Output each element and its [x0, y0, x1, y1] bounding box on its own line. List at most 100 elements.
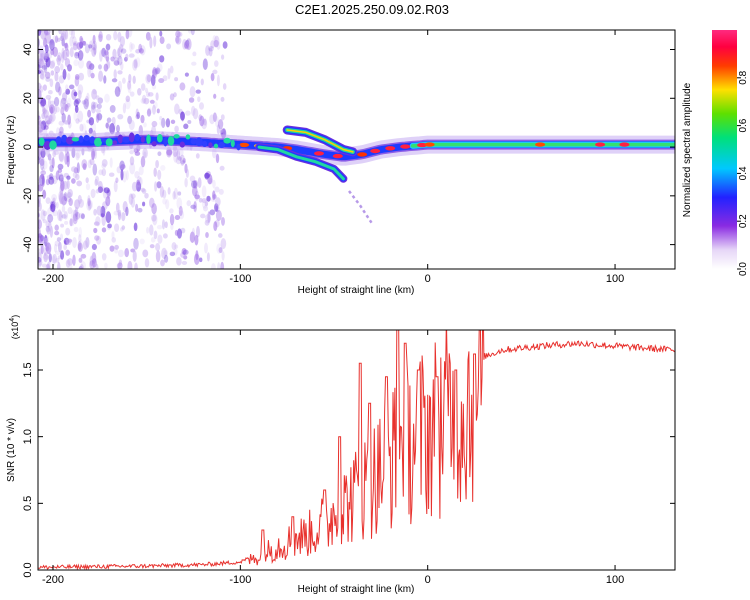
noise-blob — [133, 222, 138, 232]
noise-blob — [188, 97, 195, 103]
noise-blob — [105, 121, 110, 130]
noise-blob — [190, 204, 197, 209]
noise-blob — [151, 120, 158, 128]
ridge-blob — [146, 134, 151, 145]
noise-blob — [109, 245, 115, 252]
noise-blob — [49, 100, 56, 106]
noise-blob — [101, 253, 107, 261]
noise-blob — [187, 119, 192, 125]
noise-blob — [64, 220, 69, 225]
ridge-blob — [208, 142, 213, 148]
noise-blob — [185, 110, 191, 116]
noise-blob — [91, 88, 97, 100]
noise-blob — [117, 209, 122, 217]
noise-blob — [60, 63, 64, 71]
noise-blob — [38, 156, 41, 165]
noise-blob — [54, 250, 61, 255]
noise-blob — [75, 211, 81, 220]
noise-blob — [202, 58, 208, 70]
noise-blob — [64, 58, 71, 68]
noise-blob — [154, 181, 158, 192]
noise-blob — [66, 179, 70, 190]
noise-blob — [45, 76, 51, 82]
noise-blob — [52, 150, 57, 158]
noise-blob — [218, 247, 223, 254]
noise-blob — [41, 166, 45, 173]
noise-blob — [133, 237, 139, 250]
noise-blob — [39, 48, 45, 60]
noise-blob — [38, 123, 44, 133]
noise-blob — [127, 82, 132, 94]
colorbar-tick-label: 0.4 — [738, 166, 749, 180]
noise-blob — [205, 231, 209, 239]
noise-blob — [204, 219, 210, 226]
noise-blob — [143, 97, 150, 105]
noise-blob — [103, 54, 107, 59]
noise-blob — [58, 86, 62, 96]
noise-blob — [54, 230, 60, 236]
noise-blob — [86, 200, 92, 211]
noise-blob — [152, 101, 158, 109]
noise-blob — [122, 200, 128, 213]
noise-blob — [146, 74, 152, 83]
noise-blob — [40, 97, 47, 107]
noise-blob — [156, 108, 160, 114]
noise-blob — [186, 200, 192, 207]
noise-blob — [129, 156, 135, 166]
noise-blob — [54, 96, 60, 107]
noise-blob — [91, 243, 97, 251]
noise-blob — [80, 253, 87, 259]
noise-blob — [142, 201, 146, 207]
ridge-blob — [185, 134, 191, 140]
noise-blob — [90, 101, 96, 110]
noise-blob — [59, 126, 64, 135]
bottom-y-tick-label: 1.0 — [22, 429, 34, 444]
noise-blob — [45, 263, 50, 269]
noise-blob — [72, 171, 78, 179]
noise-blob — [77, 240, 82, 251]
noise-blob — [87, 159, 92, 169]
noise-blob — [175, 36, 182, 45]
noise-blob — [82, 240, 88, 250]
noise-blob — [174, 103, 180, 115]
colorbar-label: Normalized spectral amplitude — [682, 82, 693, 217]
noise-blob — [161, 247, 168, 260]
noise-blob — [38, 236, 43, 244]
noise-blob — [69, 30, 74, 36]
noise-blob — [97, 180, 103, 193]
noise-blob — [114, 248, 119, 254]
noise-blob — [46, 227, 51, 235]
noise-blob — [115, 177, 119, 184]
scale-prefix: (x10 — [10, 322, 20, 340]
noise-blob — [128, 53, 135, 58]
noise-blob — [38, 82, 42, 91]
noise-blob — [171, 242, 177, 251]
noise-blob — [127, 115, 132, 125]
noise-blob — [117, 70, 123, 75]
bottom-x-tick-label: 100 — [606, 574, 624, 586]
noise-blob — [159, 120, 165, 127]
noise-blob — [98, 34, 103, 39]
noise-blob — [97, 97, 104, 104]
noise-blob — [135, 114, 140, 120]
noise-blob — [38, 252, 43, 263]
noise-blob — [192, 108, 199, 120]
noise-blob — [121, 225, 126, 230]
noise-blob — [101, 47, 107, 57]
noise-blob — [79, 264, 84, 269]
noise-blob — [74, 199, 81, 210]
bottom-x-tick-label: -200 — [42, 574, 64, 586]
noise-blob — [144, 87, 149, 93]
noise-blob — [44, 51, 50, 59]
noise-blob — [40, 245, 44, 255]
ridge-blob — [190, 138, 197, 145]
noise-blob — [78, 198, 84, 208]
noise-blob — [130, 197, 136, 208]
noise-blob — [140, 83, 146, 91]
noise-blob — [117, 31, 122, 43]
noise-blob — [220, 238, 227, 250]
noise-blob — [200, 78, 204, 86]
ridge-blob — [151, 141, 157, 147]
noise-blob — [87, 197, 91, 207]
noise-blob — [190, 105, 196, 117]
